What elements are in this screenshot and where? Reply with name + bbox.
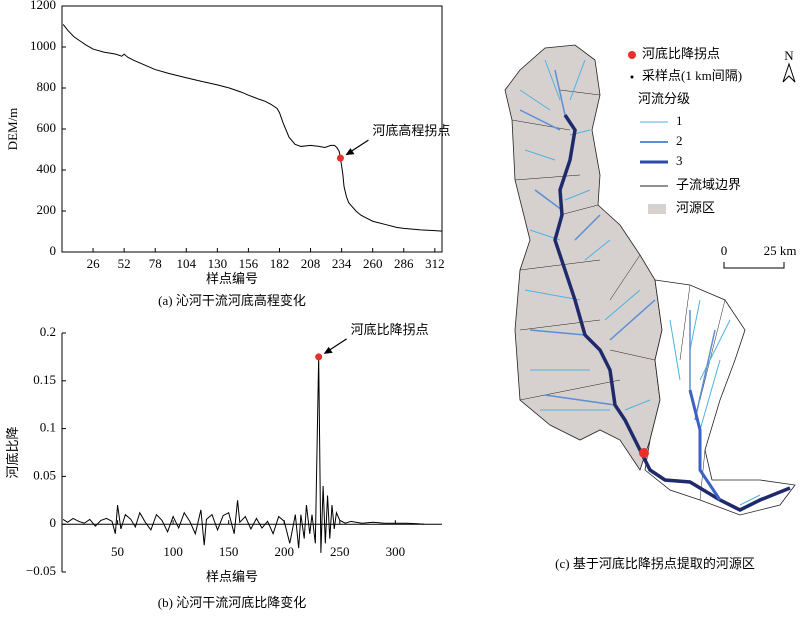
x-tick-label: 156 <box>239 256 259 271</box>
lower-region <box>644 279 796 516</box>
y-tick-label: 0.15 <box>33 372 56 387</box>
annotation-arrowhead <box>345 148 355 156</box>
x-tick-label: 208 <box>301 256 321 271</box>
x-tick-label: 234 <box>332 256 352 271</box>
annotation-label: 河底比降拐点 <box>351 322 429 337</box>
x-tick-label: 312 <box>425 256 445 271</box>
x-tick-label: 150 <box>219 544 239 559</box>
y-tick-label: 0 <box>50 515 57 530</box>
legend-title: 河流分级 <box>638 91 690 106</box>
data-line <box>62 24 443 232</box>
map: 河底比降拐点 采样点(1 km间隔) 河流分级 1 2 3 子流域边界 河源区 … <box>504 44 797 571</box>
x-tick-label: 52 <box>118 256 131 271</box>
caption: (c) 基于河底比降拐点提取的河源区 <box>555 556 755 571</box>
data-line <box>62 356 425 553</box>
main-river <box>553 114 791 512</box>
legend-label: 河底比降拐点 <box>642 46 720 61</box>
y-tick-label: 1000 <box>30 38 56 53</box>
y-tick-label: 600 <box>37 120 57 135</box>
rivers-order-1 <box>519 59 761 506</box>
y-tick-label: 0.1 <box>40 420 56 435</box>
y-tick-label: 800 <box>37 79 57 94</box>
legend-point-symbol <box>628 51 636 59</box>
x-tick-label: 260 <box>363 256 383 271</box>
caption: (b) 沁河干流河底比降变化 <box>158 595 306 610</box>
north-label: N <box>784 48 794 63</box>
annotation-point <box>315 353 323 361</box>
caption: (a) 沁河干流河底高程变化 <box>158 293 306 308</box>
x-tick-label: 78 <box>149 256 162 271</box>
order-3-river <box>688 389 722 501</box>
x-tick-label: 50 <box>111 544 124 559</box>
x-tick-label: 104 <box>177 256 197 271</box>
y-axis-label: DEM/m <box>5 108 20 151</box>
scale-label: 0 <box>721 243 728 258</box>
x-tick-label: 300 <box>386 544 406 559</box>
legend-label: 河源区 <box>676 200 715 215</box>
x-tick-label: 200 <box>274 544 294 559</box>
x-tick-label: 286 <box>394 256 414 271</box>
x-tick-label: 130 <box>208 256 228 271</box>
y-tick-label: 0 <box>50 243 57 258</box>
legend-swatch <box>648 204 666 214</box>
x-tick-label: 182 <box>270 256 290 271</box>
legend-label: 1 <box>676 113 683 128</box>
y-axis-label: 河底比降 <box>5 426 20 478</box>
scale-label: 25 km <box>764 243 797 258</box>
subbasin-boundaries <box>511 89 726 501</box>
legend-sample-symbol <box>630 75 634 79</box>
annotation-label: 河底高程拐点 <box>372 123 450 138</box>
scale-bar <box>723 262 785 269</box>
y-tick-label: 0.2 <box>40 324 56 339</box>
annotation-arrowhead <box>323 346 333 354</box>
y-tick-label: −0.05 <box>26 563 56 578</box>
y-tick-label: 400 <box>37 161 57 176</box>
rivers-order-2 <box>519 69 716 421</box>
x-axis-label: 样点编号 <box>206 569 258 584</box>
legend-label: 子流域边界 <box>676 177 741 192</box>
source-region <box>504 44 663 471</box>
x-axis-label: 样点编号 <box>206 271 258 286</box>
north-arrow <box>782 62 796 83</box>
y-tick-label: 0.05 <box>33 467 56 482</box>
x-tick-label: 100 <box>163 544 183 559</box>
legend-label: 3 <box>676 153 683 168</box>
legend-label: 2 <box>676 133 683 148</box>
legend-label: 采样点(1 km间隔) <box>642 68 742 83</box>
annotation-point <box>336 154 344 162</box>
x-tick-label: 250 <box>330 544 350 559</box>
turning-point <box>639 448 649 458</box>
y-tick-label: 1200 <box>30 0 56 12</box>
y-tick-label: 200 <box>37 202 57 217</box>
x-tick-label: 26 <box>87 256 101 271</box>
